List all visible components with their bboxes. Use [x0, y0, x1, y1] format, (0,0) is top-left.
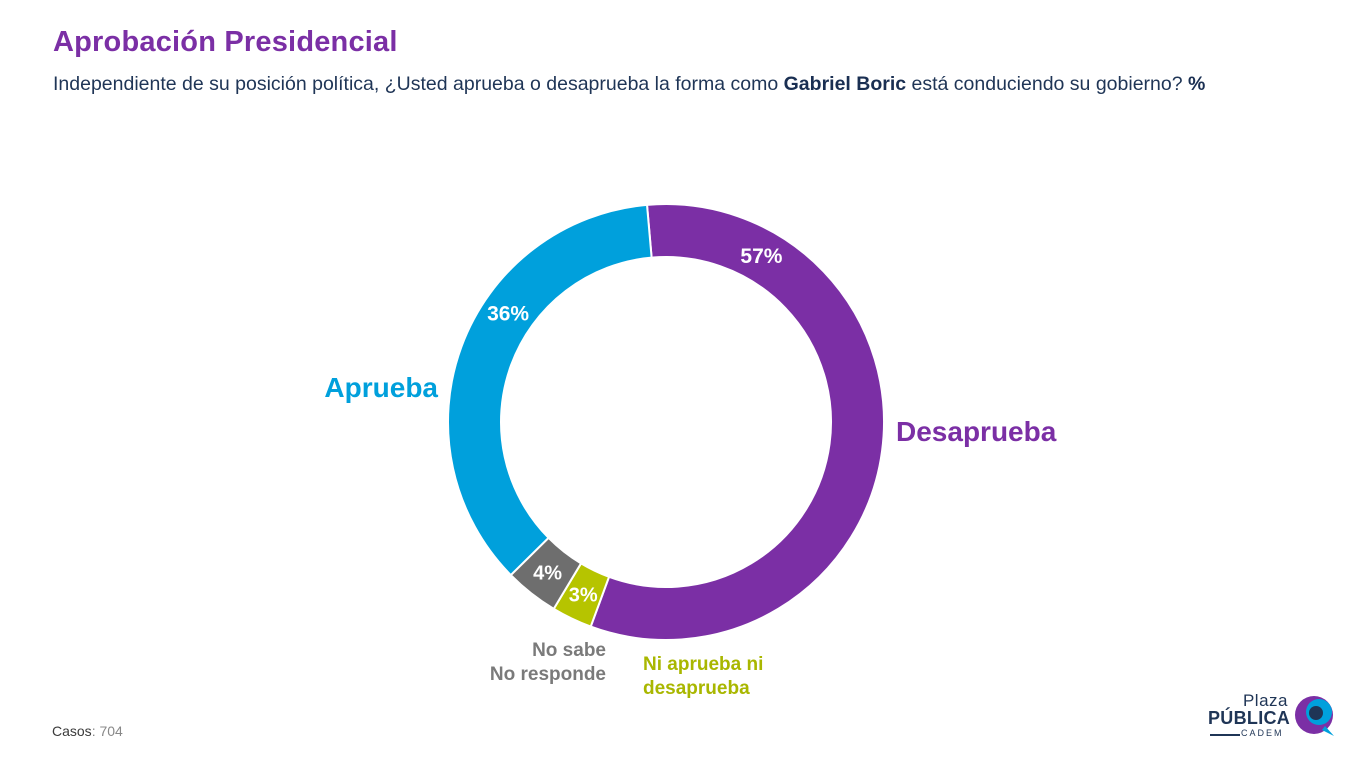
value-label-no-sabe-no-responde: 4%: [533, 562, 562, 584]
value-label-aprueba: 36%: [487, 303, 529, 326]
sample-size-value: : 704: [91, 723, 123, 739]
sample-size: Casos: 704: [52, 723, 123, 739]
logo-underline: [1210, 734, 1240, 736]
label-desaprueba: Desaprueba: [896, 416, 1057, 447]
value-label-desaprueba: 57%: [740, 245, 782, 268]
question-part-1: Independiente de su posición política, ¿…: [53, 73, 784, 95]
question-text: Independiente de su posición política, ¿…: [53, 72, 1273, 97]
label-aprueba: Aprueba: [324, 372, 438, 403]
logo-speech-bubble-icon: [1295, 696, 1334, 736]
donut-value-labels: 57% 3% 4% 36%: [487, 245, 783, 607]
label-ni-line2: desaprueba: [643, 678, 750, 699]
label-no-sabe-line1: No sabe: [532, 640, 606, 661]
logo-line1: Plaza: [1242, 691, 1288, 710]
label-no-sabe-line2: No responde: [490, 664, 606, 685]
slice-desaprueba: [589, 203, 885, 641]
slice-aprueba: [447, 203, 653, 577]
sample-size-label: Casos: [52, 723, 92, 739]
question-name: Gabriel Boric: [783, 73, 907, 95]
donut-slices: [447, 203, 885, 641]
label-ni-line1: Ni aprueba ni: [643, 654, 763, 675]
question-unit: %: [1187, 73, 1206, 95]
value-label-ni-aprueba-ni-desaprueba: 3%: [569, 585, 598, 607]
logo-line3: CADEM: [1241, 728, 1284, 738]
plaza-publica-logo: Plaza PÚBLICA CADEM: [1205, 691, 1340, 741]
page-title: Aprobación Presidencial: [53, 26, 398, 58]
logo-line2: PÚBLICA: [1208, 708, 1291, 728]
question-part-2: está conduciendo su gobierno?: [906, 73, 1188, 95]
